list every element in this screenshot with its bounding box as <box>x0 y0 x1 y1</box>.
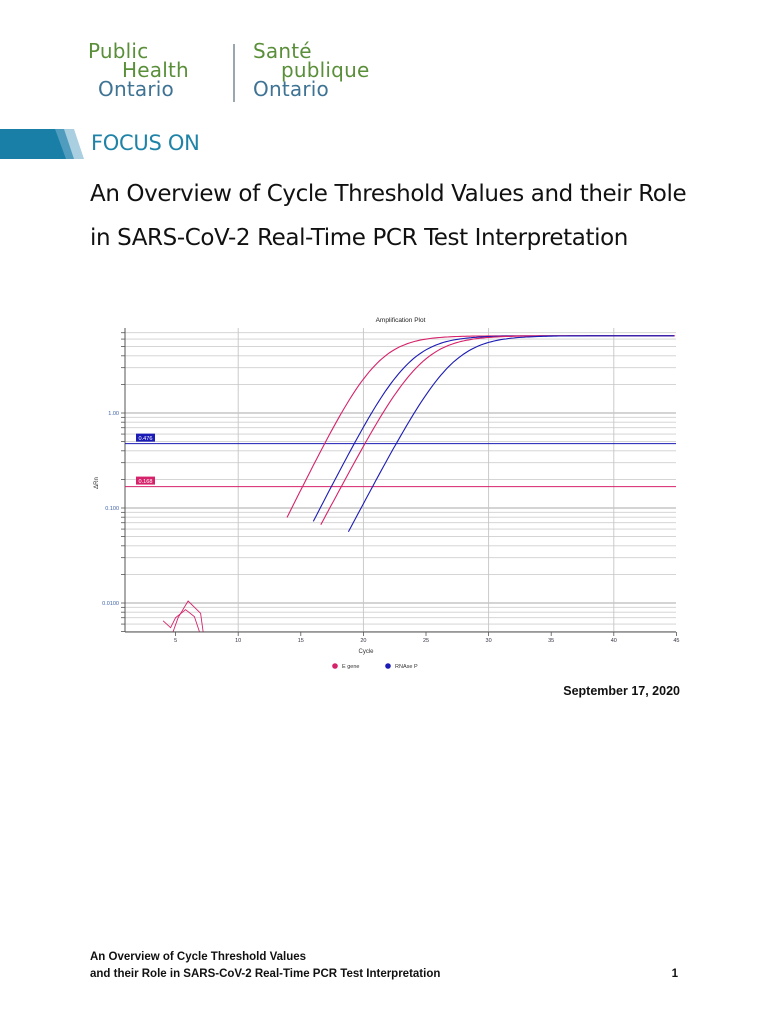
page-footer: An Overview of Cycle Threshold Values an… <box>90 949 680 983</box>
x-tick-label: 35 <box>548 638 554 644</box>
baseline-noise <box>172 600 204 632</box>
x-tick-label: 30 <box>486 638 492 644</box>
logo-fr-line2: publique <box>281 58 370 82</box>
x-axis-label: Cycle <box>358 649 374 655</box>
logo-divider <box>233 44 235 102</box>
logo-en-line2: Health <box>122 58 189 82</box>
amplification-curve <box>320 335 674 525</box>
document-title: An Overview of Cycle Threshold Values an… <box>90 181 687 251</box>
y-tick-label: 0.0100 <box>102 601 119 607</box>
footer-line1: An Overview of Cycle Threshold Values <box>90 951 307 963</box>
threshold-label-bg <box>136 433 155 442</box>
legend-label: E gene <box>342 664 359 670</box>
logo-fr-line1: Santé <box>253 39 312 63</box>
x-tick-label: 40 <box>611 638 617 644</box>
section-label: FOCUS ON <box>91 131 200 155</box>
x-tick-label: 45 <box>673 638 679 644</box>
chart-title: Amplification Plot <box>376 317 426 324</box>
y-tick-label: 0.100 <box>105 506 119 512</box>
amplification-plot-chart: Amplification Plot 5 10 15 20 25 30 35 40 45 1.00 0… <box>94 317 679 670</box>
amplification-curve <box>347 335 674 533</box>
page-number: 1 <box>671 968 678 980</box>
focus-band-graphic <box>0 129 84 159</box>
amplification-curve <box>286 335 676 518</box>
logo-french: Santé publique Ontario <box>253 39 370 101</box>
threshold-label-bg <box>136 476 155 485</box>
x-tick-label: 15 <box>298 638 304 644</box>
x-tick-label: 20 <box>360 638 366 644</box>
logo-en-line3: Ontario <box>98 77 174 101</box>
x-tick-label: 10 <box>235 638 241 644</box>
footer-line2: and their Role in SARS-CoV-2 Real-Time P… <box>90 968 441 980</box>
publication-date: September 17, 2020 <box>563 684 680 698</box>
y-tick-label: 1.00 <box>108 411 119 417</box>
threshold-label: 0.476 <box>139 436 153 442</box>
x-tick-label: 25 <box>423 638 429 644</box>
logo-english: Public Health Ontario <box>88 39 189 101</box>
x-tick-label: 5 <box>174 638 177 644</box>
y-axis-label: ΔRn <box>94 477 100 489</box>
threshold-label: 0.168 <box>139 479 153 485</box>
legend-marker <box>385 663 391 669</box>
amplification-curve <box>312 335 674 522</box>
legend-marker <box>332 663 338 669</box>
logo-fr-line3: Ontario <box>253 77 329 101</box>
legend-label: RNAse P <box>395 664 418 670</box>
logo-en-line1: Public <box>88 39 149 63</box>
